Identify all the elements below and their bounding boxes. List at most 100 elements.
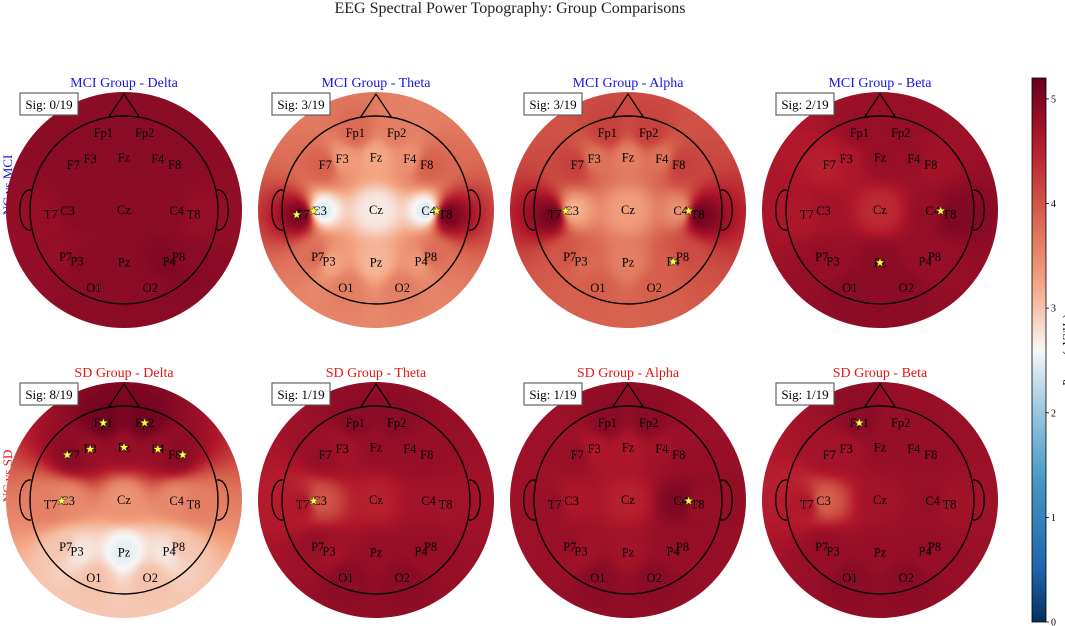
electrode-label-t7: T7 — [44, 498, 58, 512]
topomap-heatmap — [6, 382, 242, 618]
topomap-heatmap — [762, 382, 998, 618]
sig-count-label: Sig: 2/19 — [781, 97, 828, 112]
electrode-label-p3: P3 — [70, 545, 83, 559]
significance-star — [431, 205, 443, 216]
topomap-panel: Fp1Fp2F7F3FzF4F8T7C3CzC4T8P7P3PzP4P8O1O2… — [510, 76, 746, 328]
electrode-label-p8: P8 — [928, 540, 941, 554]
sig-box — [775, 382, 835, 406]
electrode-label-t7: T7 — [548, 208, 562, 222]
electrode-label-fp1: Fp1 — [346, 126, 365, 140]
colorbar-tick-label: 4 — [1051, 199, 1056, 210]
sig-count-label: Sig: 0/19 — [25, 97, 72, 112]
electrode-label-p7: P7 — [815, 540, 828, 554]
electrode-label-t8: T8 — [943, 498, 957, 512]
right-ear-outline — [972, 479, 985, 521]
nose-outline — [863, 382, 897, 409]
electrode-label-cz: Cz — [621, 203, 635, 217]
significance-star — [291, 208, 303, 220]
sig-box — [523, 382, 583, 406]
colorbar-label: Power (μV²/Hz) — [1061, 314, 1065, 386]
electrode-label-fz: Fz — [874, 440, 887, 454]
electrode-label-p8: P8 — [424, 250, 437, 264]
sig-count-label: Sig: 1/19 — [277, 387, 324, 402]
panel-title: SD Group - Beta — [833, 366, 928, 381]
left-ear-outline — [523, 479, 536, 521]
electrode-label-fz: Fz — [370, 150, 383, 164]
sig-count-label: Sig: 3/19 — [529, 97, 576, 112]
colorbar: 0 1 2 3 4 5 Power (μV²/Hz) — [1031, 77, 1065, 626]
electrode-label-fp1: Fp1 — [94, 126, 113, 140]
right-ear-outline — [468, 479, 481, 521]
panel-title: MCI Group - Beta — [828, 76, 932, 91]
significance-star — [683, 495, 695, 506]
electrode-label-pz: Pz — [118, 256, 131, 270]
electrode-label-cz: Cz — [369, 493, 383, 507]
electrode-label-p7: P7 — [311, 250, 324, 264]
electrode-label-t8: T8 — [187, 498, 201, 512]
electrode-label-f7: F7 — [823, 158, 836, 172]
left-ear-outline — [775, 479, 788, 521]
electrode-label-t7: T7 — [296, 498, 310, 512]
electrode-label-f8: F8 — [168, 158, 181, 172]
electrode-label-p8: P8 — [172, 540, 185, 554]
left-ear-outline — [19, 189, 32, 231]
significance-star — [118, 441, 130, 453]
electrode-label-p3: P3 — [826, 545, 839, 559]
electrode-label-f4: F4 — [151, 152, 165, 166]
electrode-label-fp1: Fp1 — [850, 126, 869, 140]
topomap-heatmap — [258, 92, 494, 328]
nose-outline — [611, 92, 645, 119]
head-outline — [281, 405, 471, 595]
electrode-label-pz: Pz — [874, 546, 887, 560]
electrode-label-c3: C3 — [564, 494, 579, 508]
topomap-heatmap — [762, 92, 998, 328]
electrode-label-p3: P3 — [322, 255, 335, 269]
electrode-label-f4: F4 — [403, 152, 417, 166]
electrode-label-p4: P4 — [415, 545, 429, 559]
electrode-label-c4: C4 — [925, 204, 940, 218]
electrode-label-p7: P7 — [815, 250, 828, 264]
electrode-label-fz: Fz — [118, 150, 131, 164]
right-ear-outline — [972, 189, 985, 231]
significance-star — [308, 205, 320, 216]
head-outline — [533, 405, 723, 595]
significance-star — [152, 443, 164, 454]
electrode-label-fp2: Fp2 — [891, 126, 910, 140]
electrode-label-f3: F3 — [840, 442, 853, 456]
electrode-label-p4: P4 — [415, 255, 429, 269]
electrode-label-p3: P3 — [322, 545, 335, 559]
head-outline — [29, 405, 219, 595]
electrode-label-p8: P8 — [172, 250, 185, 264]
nose-outline — [107, 382, 141, 409]
significance-star — [139, 417, 151, 428]
right-ear-outline — [216, 479, 229, 521]
nose-outline — [107, 92, 141, 119]
electrode-label-p7: P7 — [563, 540, 576, 554]
sig-count-label: Sig: 1/19 — [781, 387, 828, 402]
topomap-heatmap — [510, 92, 746, 328]
electrode-label-p4: P4 — [163, 545, 177, 559]
electrode-label-cz: Cz — [117, 203, 131, 217]
electrode-label-o1: O1 — [86, 571, 101, 585]
colorbar-tick-label: 5 — [1051, 94, 1056, 105]
electrode-label-f7: F7 — [319, 158, 332, 172]
sig-count-label: Sig: 8/19 — [25, 387, 72, 402]
electrode-label-fp1: Fp1 — [598, 126, 617, 140]
left-ear-outline — [523, 189, 536, 231]
electrode-label-f3: F3 — [588, 152, 601, 166]
significance-star — [667, 255, 679, 267]
electrode-label-o1: O1 — [590, 571, 605, 585]
electrode-label-p3: P3 — [574, 545, 587, 559]
electrode-label-fp2: Fp2 — [387, 126, 406, 140]
electrode-label-f8: F8 — [672, 158, 685, 172]
electrode-label-fp2: Fp2 — [891, 416, 910, 430]
sig-box — [271, 92, 331, 116]
colorbar-gradient — [1031, 77, 1047, 623]
left-ear-outline — [271, 479, 284, 521]
panel-title: MCI Group - Alpha — [573, 76, 685, 91]
topomap-heatmap — [510, 382, 746, 618]
significance-star — [853, 417, 865, 428]
